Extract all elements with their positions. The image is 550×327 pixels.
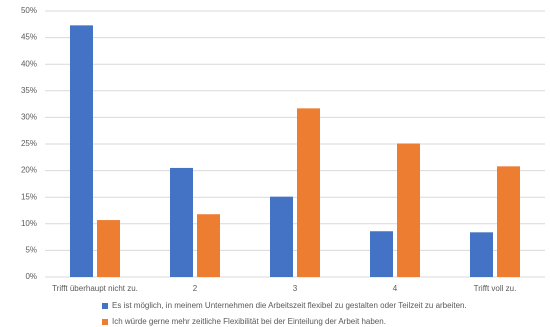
y-tick-label: 45% — [21, 33, 37, 42]
bar — [397, 143, 420, 277]
bar — [197, 214, 220, 277]
legend-swatch — [102, 303, 108, 309]
y-tick-label: 20% — [21, 166, 37, 175]
x-tick-label: Trifft voll zu. — [474, 284, 517, 293]
y-tick-label: 50% — [21, 6, 37, 15]
x-tick-label: Trifft überhaupt nicht zu. — [52, 284, 138, 293]
y-tick-label: 30% — [21, 113, 37, 122]
y-tick-label: 10% — [21, 219, 37, 228]
x-tick-label: 3 — [293, 284, 298, 293]
legend-label: Ich würde gerne mehr zeitliche Flexibili… — [112, 317, 386, 326]
y-tick-label: 40% — [21, 59, 37, 68]
y-tick-label: 35% — [21, 86, 37, 95]
y-tick-label: 0% — [25, 272, 37, 281]
x-tick-label: 2 — [193, 284, 198, 293]
y-tick-label: 15% — [21, 192, 37, 201]
bar — [170, 167, 193, 277]
bar — [270, 196, 293, 277]
legend-swatch — [102, 319, 108, 325]
bar — [297, 108, 320, 277]
bar — [97, 220, 120, 277]
bar — [70, 25, 93, 278]
x-tick-label: 4 — [393, 284, 398, 293]
bar — [470, 232, 493, 277]
legend-label: Es ist möglich, in meinem Unternehmen di… — [112, 301, 467, 310]
y-tick-label: 5% — [25, 246, 37, 255]
bar — [497, 166, 520, 277]
bar — [370, 231, 393, 277]
y-tick-label: 25% — [21, 139, 37, 148]
